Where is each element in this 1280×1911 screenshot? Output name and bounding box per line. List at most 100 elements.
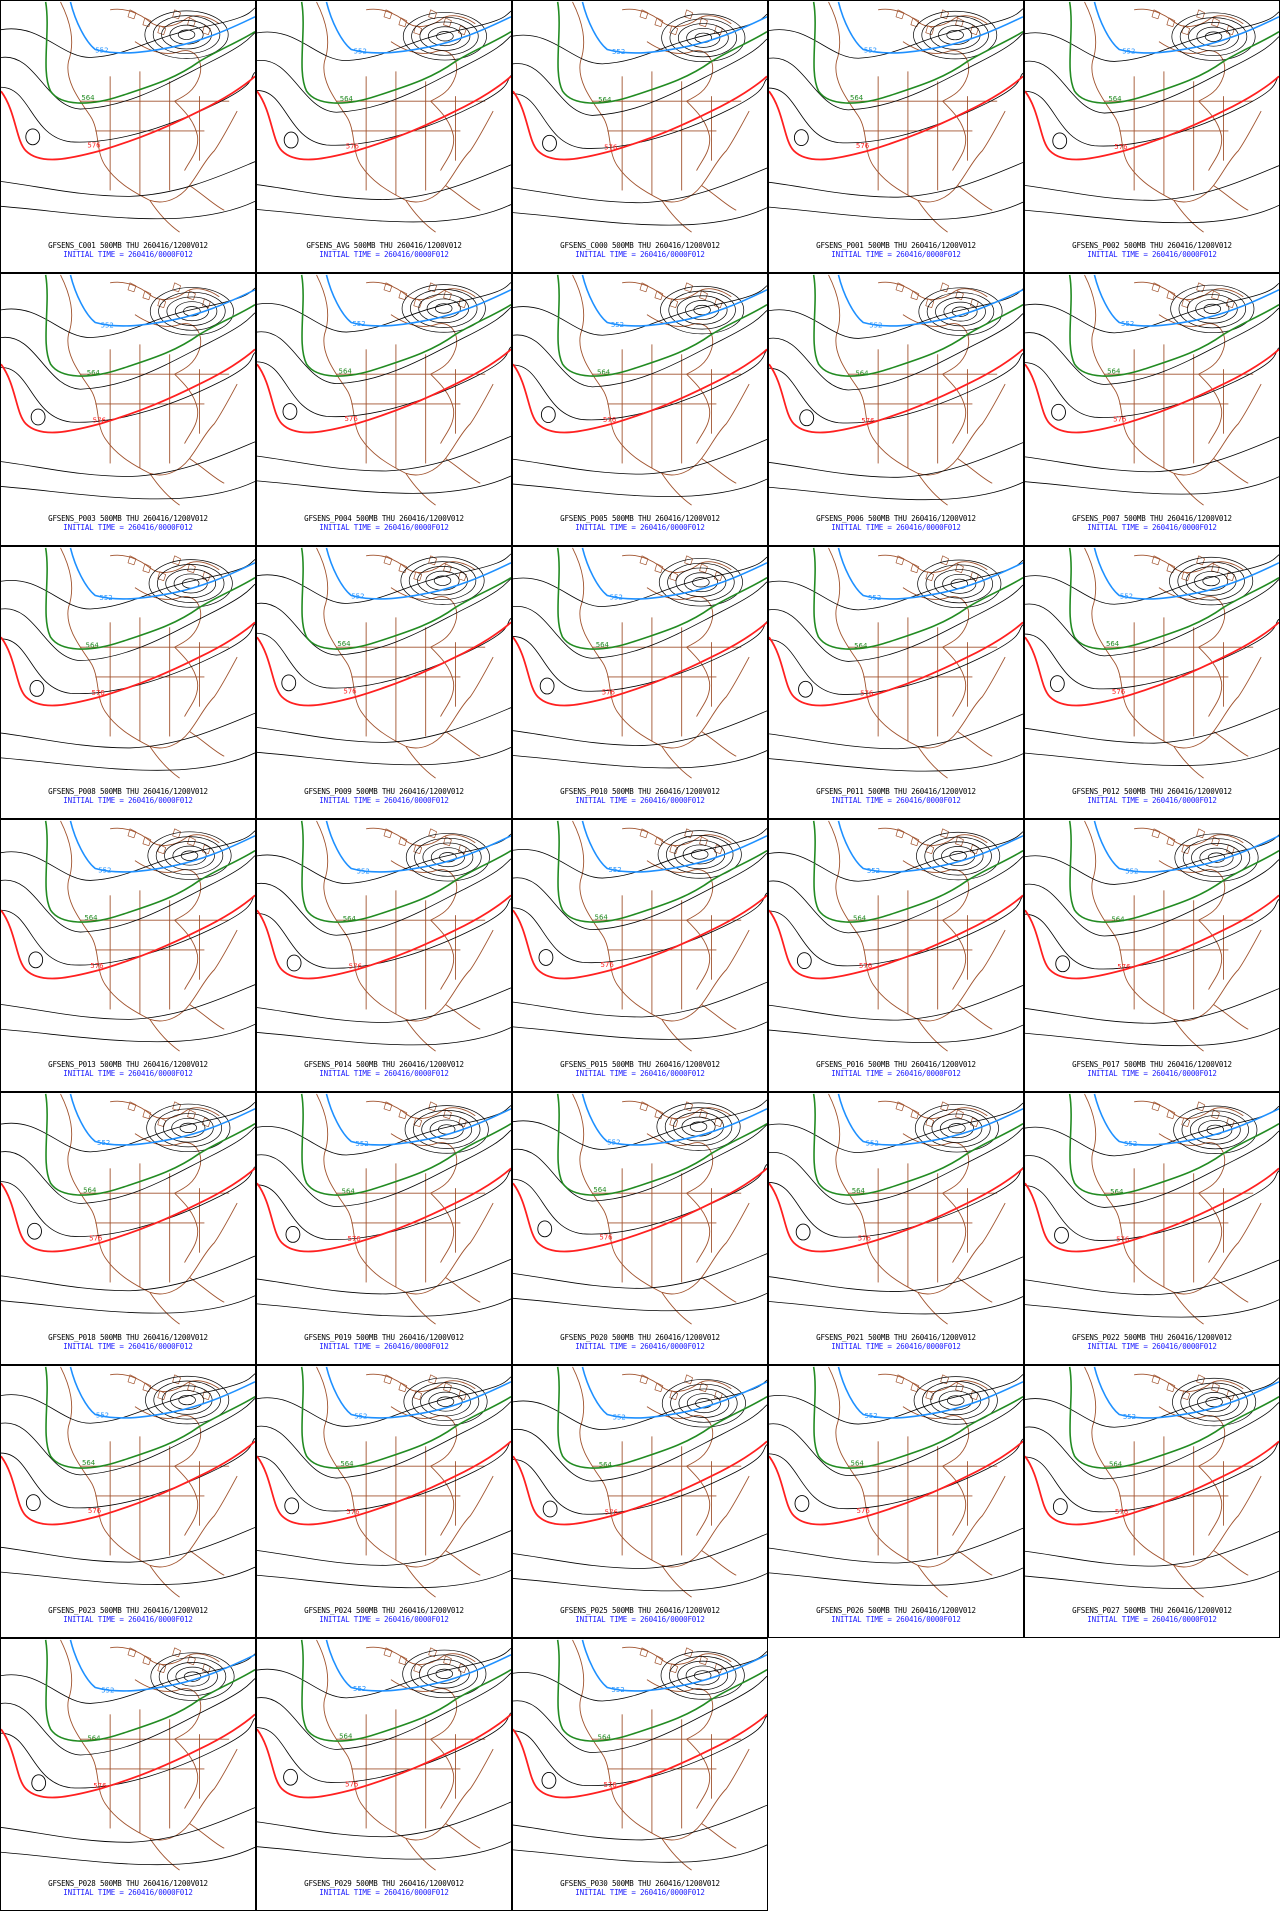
coastline-11 (405, 746, 436, 779)
island-4 (443, 1109, 452, 1120)
contour-552 (1093, 1093, 1279, 1146)
panel-title: GFSENS_P011 500MB THU 260416/1200V012 (816, 787, 976, 796)
coastline-12 (1213, 185, 1249, 211)
low-pressure-ring-24 (408, 561, 477, 601)
contour-576 (513, 75, 767, 161)
contour-576 (769, 621, 1023, 707)
height-contour-2 (513, 1444, 767, 1515)
contour-552 (581, 547, 767, 600)
low-pressure-ring-12 (685, 1665, 720, 1686)
height-contour-1 (257, 1401, 511, 1479)
panel-initial-time: INITIAL TIME = 260416/0000F012 (319, 250, 449, 259)
coastline-12 (1213, 1277, 1249, 1303)
height-contour-2 (1025, 899, 1279, 970)
coastline-11 (149, 1292, 180, 1325)
island-0 (1151, 282, 1161, 293)
contour-564-label: 564 (851, 1459, 865, 1467)
height-contour-2 (769, 1167, 1023, 1238)
ensemble-member-panel: 552 564 576 GFSENS_P017 500MB THU 260416/12… (1024, 819, 1280, 1092)
height-contour-4 (1, 481, 255, 500)
height-contour-4 (1, 1295, 255, 1314)
height-contour-2 (1025, 347, 1279, 418)
height-contour-1 (513, 310, 767, 388)
height-contour-1 (1, 1678, 255, 1756)
height-contour-2 (1025, 618, 1279, 690)
coastline-1 (405, 929, 494, 1022)
ensemble-member-panel: 552 564 576 GFSENS_P026 500MB THU 260416/12… (768, 1365, 1024, 1638)
coastline-11 (1173, 746, 1204, 779)
ensemble-member-panel: 552 564 576 GFSENS_P016 500MB THU 260416/12… (768, 819, 1024, 1092)
low-pressure-ring-6 (1202, 575, 1220, 587)
height-contour-2 (513, 78, 767, 149)
contour-552-label: 552 (612, 48, 625, 56)
ensemble-member-panel: 552 564 576 GFSENS_P028 500MB THU 260416/12… (0, 1638, 256, 1911)
contour-552-label: 552 (101, 1687, 114, 1695)
low-pressure-ring-30 (661, 13, 746, 62)
height-contour-3 (769, 1527, 1023, 1564)
island-4 (699, 1109, 708, 1120)
coastline-11 (405, 1019, 436, 1052)
height-contour-map: 552 564 576 (513, 274, 767, 506)
pacific-closed-contour (799, 409, 815, 427)
contour-576-label: 576 (861, 417, 874, 425)
low-pressure-ring-12 (685, 300, 720, 320)
island-0 (127, 1101, 137, 1112)
contour-564 (300, 1366, 511, 1469)
coastline-12 (701, 731, 737, 757)
low-pressure-ring-24 (413, 1110, 481, 1149)
low-pressure-ring-24 (923, 1108, 991, 1148)
low-pressure-ring-30 (1174, 833, 1259, 882)
contour-564-label: 564 (340, 1460, 354, 1468)
low-pressure-ring-30 (917, 559, 1002, 608)
height-contour-2 (257, 1441, 511, 1512)
low-pressure-ring-18 (678, 1388, 730, 1418)
contour-576-label: 576 (603, 416, 616, 424)
coastline-2 (1134, 1100, 1244, 1119)
island-1 (1166, 290, 1176, 301)
low-pressure-ring-18 (929, 20, 981, 50)
height-contour-2 (513, 1164, 767, 1235)
coastline-11 (1173, 1292, 1204, 1325)
coastline-0 (1084, 1093, 1175, 1293)
height-contour-3 (1025, 1259, 1279, 1296)
contour-576 (257, 348, 511, 434)
coastline-1 (149, 1475, 238, 1568)
coastline-2 (1134, 281, 1244, 300)
height-contour-4 (769, 481, 1023, 501)
coastline-11 (917, 1565, 948, 1598)
height-contour-3 (257, 1258, 511, 1295)
coastline-1 (1173, 1475, 1262, 1568)
contour-576 (513, 1713, 767, 1799)
island-0 (639, 1374, 649, 1385)
ensemble-member-panel: 552 564 576 GFSENS_P013 500MB THU 260416/12… (0, 819, 256, 1092)
contour-552 (837, 1093, 1023, 1146)
height-contour-map: 552 564 576 (257, 1093, 511, 1325)
coastline-3 (1158, 860, 1226, 921)
panel-initial-time: INITIAL TIME = 260416/0000F012 (575, 1888, 705, 1897)
island-3 (684, 555, 693, 566)
island-0 (383, 282, 393, 293)
height-contour-3 (1, 161, 255, 197)
coastline-1 (661, 1748, 750, 1841)
height-contour-1 (1, 1398, 255, 1476)
height-contour-map: 552 564 576 (257, 1366, 511, 1598)
coastline-0 (572, 547, 663, 747)
height-contour-2 (1, 623, 255, 695)
island-1 (142, 1109, 152, 1120)
contour-576 (257, 75, 511, 161)
contour-576 (769, 75, 1023, 161)
height-contour-2 (1, 72, 255, 143)
island-3 (940, 282, 949, 293)
height-contour-0 (769, 1374, 1023, 1425)
low-pressure-ring-12 (425, 570, 460, 591)
height-contour-map: 552 564 576 (257, 820, 511, 1052)
coastline-11 (149, 1565, 180, 1598)
height-contour-4 (257, 1027, 511, 1046)
panel-title: GFSENS_P001 500MB THU 260416/1200V012 (816, 241, 976, 250)
height-contour-0 (1, 559, 255, 610)
height-contour-1 (513, 1675, 767, 1754)
contour-552 (1093, 820, 1279, 873)
coastline-0 (316, 820, 407, 1020)
coastline-11 (1173, 1565, 1204, 1598)
island-2 (157, 571, 167, 582)
